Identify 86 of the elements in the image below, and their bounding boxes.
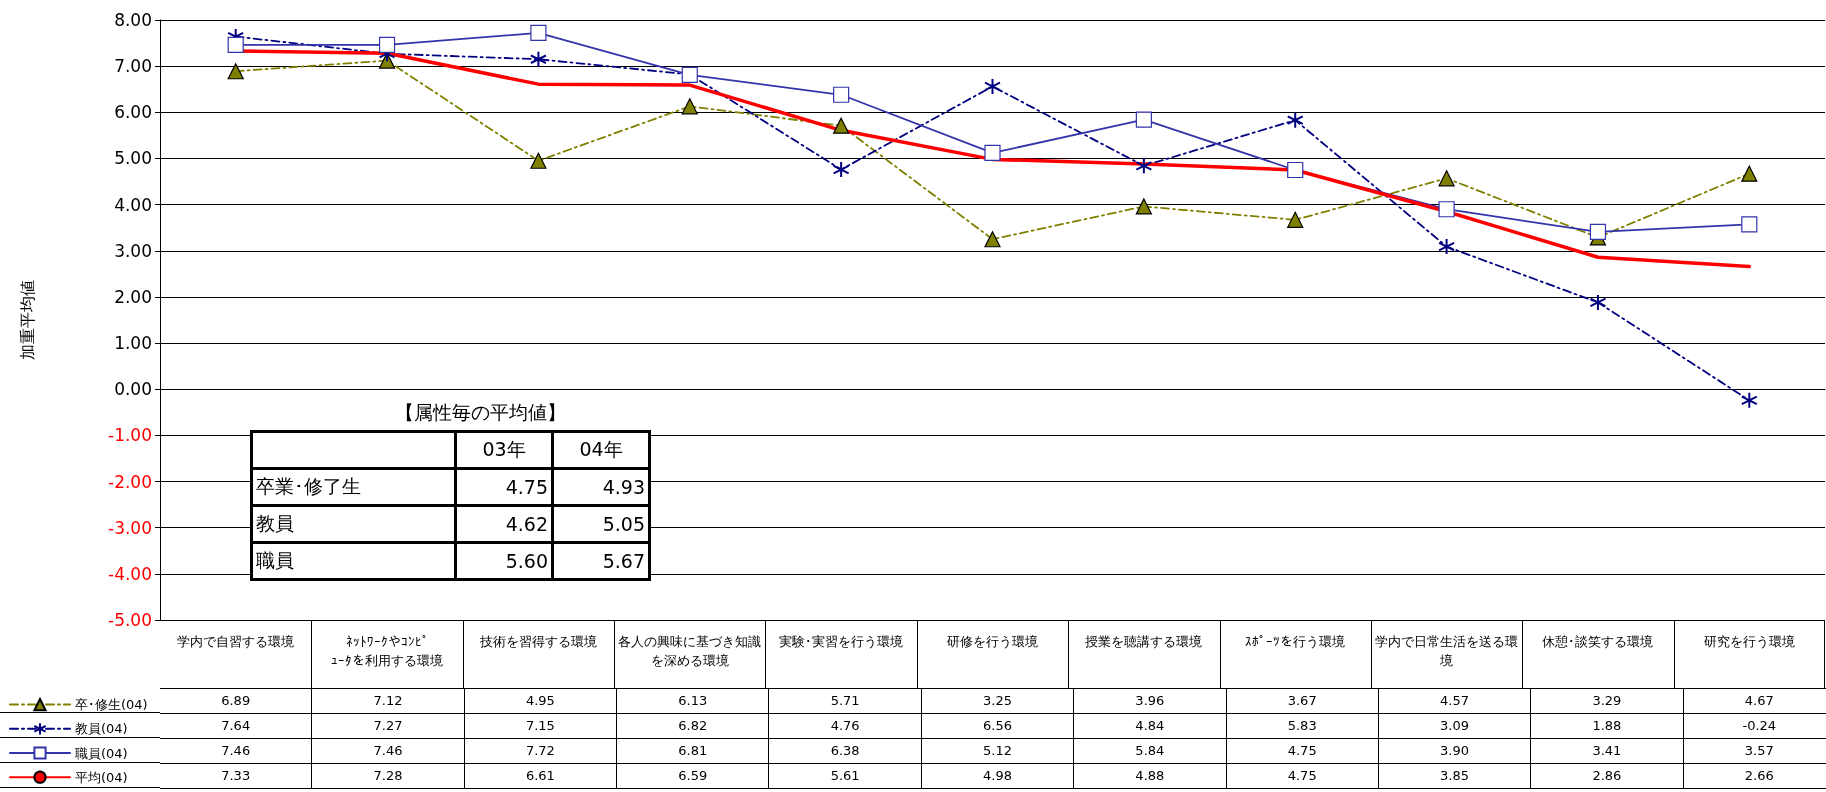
legend-label: 平均(04)	[75, 769, 128, 785]
y-tick-label: -5.00	[108, 610, 152, 630]
y-tick-label: -4.00	[108, 563, 152, 584]
x-tick-label: 研究を行う環境	[1703, 634, 1795, 649]
y-tick-label: -2.00	[108, 471, 152, 492]
data-label: 3.29	[1530, 688, 1684, 714]
data-label: 4.88	[1073, 763, 1227, 789]
y-tick-label: 7.00	[114, 56, 152, 77]
y-tick-label: 3.00	[114, 240, 152, 261]
data-label: 7.64	[160, 713, 312, 739]
annotation: 5.05	[552, 505, 650, 543]
x-tick-label: ｽﾎﾟｰﾂを行う環境	[1245, 634, 1346, 649]
annotation: 4.93	[552, 468, 650, 506]
data-label: 5.84	[1073, 738, 1227, 764]
y-tick-label: 2.00	[114, 286, 152, 307]
data-label: 7.27	[311, 713, 465, 739]
y-tick-label: 6.00	[114, 102, 152, 123]
data-label: 7.46	[311, 738, 465, 764]
data-label: 4.75	[1226, 763, 1379, 789]
data-label: 6.13	[616, 688, 769, 714]
x-tick-label: 学内で日常生活を送る環境	[1375, 634, 1519, 668]
annotation: 04年	[552, 431, 650, 469]
legend-label: 職員(04)	[75, 745, 128, 761]
data-label: 4.75	[1226, 738, 1379, 764]
annotation: 教員	[251, 505, 456, 543]
data-label: 2.66	[1683, 763, 1826, 789]
data-label: 7.46	[160, 738, 312, 764]
data-label: 4.95	[464, 688, 617, 714]
data-label: 6.81	[616, 738, 769, 764]
data-label: 7.33	[160, 763, 312, 789]
data-label: 6.38	[768, 738, 922, 764]
data-label: 5.61	[768, 763, 922, 789]
x-tick-label: 実験･実習を行う環境	[779, 634, 904, 649]
data-label: 6.61	[464, 763, 617, 789]
annotation: 【属性毎の平均値】	[394, 400, 567, 425]
x-tick-label: 技術を習得する環境	[478, 634, 597, 649]
data-label: 5.12	[921, 738, 1074, 764]
y-tick-label: 8.00	[114, 10, 152, 30]
y-tick-label: 1.00	[114, 333, 152, 354]
data-label: 2.86	[1530, 763, 1684, 789]
data-label: 6.89	[160, 688, 312, 714]
y-tick-label: -3.00	[108, 517, 152, 538]
x-tick-label: 研修を行う環境	[947, 634, 1038, 649]
data-label: 3.90	[1378, 738, 1531, 764]
data-label: 6.59	[616, 763, 769, 789]
data-label: 3.67	[1226, 688, 1379, 714]
data-label: 7.15	[464, 713, 617, 739]
data-label: 3.25	[921, 688, 1074, 714]
data-label: 3.96	[1073, 688, 1227, 714]
annotation: 4.75	[455, 468, 553, 506]
data-label: 4.67	[1683, 688, 1826, 714]
x-tick-label: 授業を聴講する環境	[1085, 634, 1203, 649]
annotation: 5.60	[455, 542, 553, 580]
x-tick-label: 学内で自習する環境	[177, 634, 295, 649]
y-axis-title: 加重平均値	[17, 280, 37, 360]
data-label: 5.71	[768, 688, 922, 714]
annotation: 5.67	[552, 542, 650, 580]
y-tick-label: 5.00	[114, 148, 152, 169]
annotation: 4.62	[455, 505, 553, 543]
data-label: 4.84	[1073, 713, 1227, 739]
data-label: 6.82	[616, 713, 769, 739]
annotation: 職員	[251, 542, 456, 580]
data-label: 5.83	[1226, 713, 1379, 739]
y-tick-label: 0.00	[114, 379, 152, 400]
legend-label: 卒･修生(04)	[75, 697, 148, 713]
data-label: 6.56	[921, 713, 1074, 739]
data-label: 7.72	[464, 738, 617, 764]
y-tick-label: -1.00	[108, 425, 152, 446]
x-tick-label: 各人の興味に基づき知識を深める環境	[618, 634, 762, 668]
data-label: 3.41	[1530, 738, 1684, 764]
data-label: 4.98	[921, 763, 1074, 789]
data-label: 1.88	[1530, 713, 1684, 739]
x-tick-label: ﾈｯﾄﾜｰｸやｺﾝﾋﾟｭｰﾀを利用する環境	[331, 634, 444, 668]
data-label: 3.09	[1378, 713, 1531, 739]
y-tick-label: 4.00	[114, 194, 152, 215]
data-label: -0.24	[1683, 713, 1826, 739]
data-label: 3.57	[1683, 738, 1826, 764]
annotation: 03年	[455, 431, 553, 469]
legend-label: 教員(04)	[75, 721, 128, 737]
annotation: 卒業･修了生	[251, 468, 456, 506]
data-label: 4.76	[768, 713, 922, 739]
x-tick-label: 休憩･談笑する環境	[1542, 634, 1654, 649]
data-label: 7.28	[311, 763, 465, 789]
data-label: 4.57	[1378, 688, 1531, 714]
data-label: 3.85	[1378, 763, 1531, 789]
data-label: 7.12	[311, 688, 465, 714]
